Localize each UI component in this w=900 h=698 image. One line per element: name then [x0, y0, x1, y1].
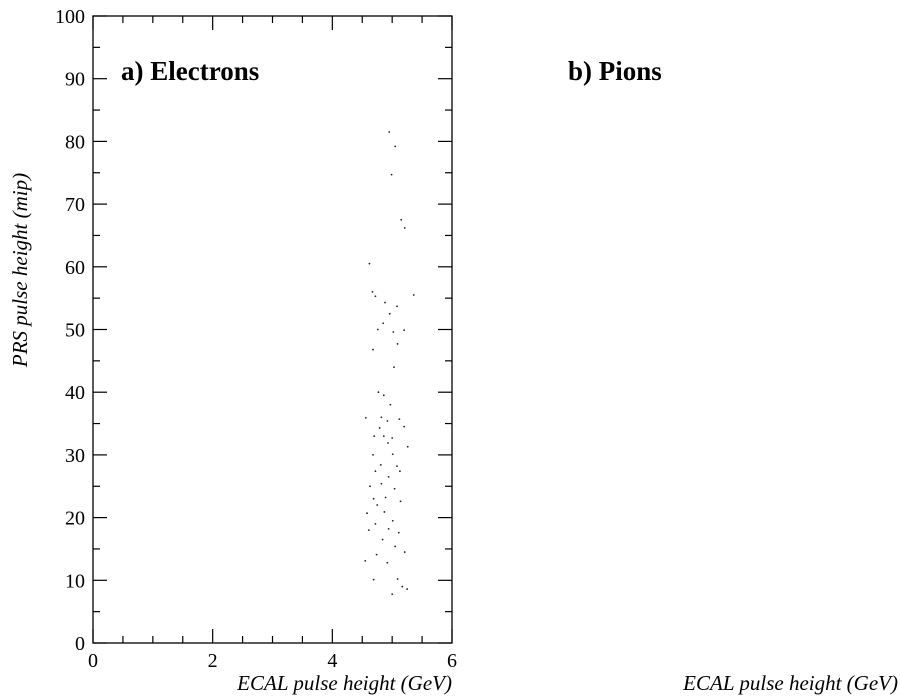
- x-axis-title-pions: ECAL pulse height (GeV): [682, 671, 898, 695]
- scatter-point: [384, 496, 387, 499]
- scatter-point: [364, 417, 367, 419]
- y-tick-label: 30: [65, 445, 85, 467]
- scatter-point: [391, 593, 394, 595]
- scatter-point: [375, 553, 378, 556]
- scatter-point: [382, 394, 385, 397]
- scatter-point: [382, 435, 385, 437]
- scatter-point: [399, 470, 401, 473]
- scatter-point: [412, 294, 415, 296]
- scatter-point: [366, 512, 368, 515]
- scatter-point: [372, 578, 375, 581]
- scatter-point: [367, 529, 370, 532]
- y-tick-label: 50: [65, 320, 85, 342]
- scatter-point: [398, 418, 401, 421]
- scatter-point: [400, 218, 403, 221]
- scatter-point: [372, 348, 374, 351]
- panel-label-pions: b) Pions: [568, 56, 662, 86]
- scatter-point: [381, 538, 384, 541]
- scatter-point: [368, 262, 371, 265]
- scatter-point: [403, 425, 406, 428]
- x-axis-title-electrons: ECAL pulse height (GeV): [236, 671, 452, 695]
- scatter-point: [374, 522, 377, 525]
- scatter-point: [396, 305, 398, 308]
- scatter-point: [403, 551, 406, 553]
- scatter-point: [378, 427, 381, 429]
- scatter-point: [393, 366, 395, 369]
- scatter-point: [384, 301, 386, 304]
- scatter-point: [390, 173, 393, 176]
- scatter-point: [406, 445, 409, 448]
- scatter-point: [386, 420, 389, 422]
- scatter-point: [391, 519, 394, 522]
- x-tick-label: 2: [208, 650, 218, 672]
- scatter-point: [387, 442, 389, 444]
- y-tick-label: 60: [65, 257, 85, 279]
- scatter-point: [396, 578, 399, 580]
- x-tick-label: 6: [447, 650, 457, 672]
- scatter-point: [396, 343, 399, 345]
- scatter-point: [374, 470, 377, 473]
- scatter-point: [403, 227, 406, 229]
- scatter-point: [393, 487, 396, 490]
- plot-frame: [92, 15, 453, 644]
- scatter-point: [382, 322, 385, 325]
- scatter-point: [403, 329, 406, 332]
- scatter-point: [399, 500, 402, 503]
- scatter-point: [387, 475, 390, 478]
- y-tick-label: 0: [75, 633, 85, 655]
- panel-label-electrons: a) Electrons: [121, 56, 259, 86]
- y-tick-label: 20: [65, 508, 85, 530]
- scatter-point: [372, 454, 374, 456]
- scatter-point: [391, 437, 394, 439]
- scatter-point: [376, 504, 379, 506]
- scatter-point: [369, 485, 371, 488]
- scatter-point: [401, 585, 404, 588]
- scatter-point: [383, 511, 386, 513]
- scatter-point: [394, 545, 397, 548]
- axis-ticks: [92, 15, 453, 644]
- scatter-point: [371, 290, 374, 293]
- x-tick-label: 4: [327, 650, 337, 672]
- scatter-point: [391, 453, 394, 456]
- panel-pions: b) Pions ECAL pulse height (GeV): [568, 56, 898, 695]
- x-tick-label: 0: [88, 650, 98, 672]
- y-tick-label: 90: [65, 69, 85, 91]
- scatter-point: [374, 295, 377, 298]
- y-tick-label: 100: [55, 6, 85, 28]
- scatter-points: [364, 131, 415, 595]
- scatter-point: [372, 497, 375, 500]
- scatter-point: [386, 561, 389, 564]
- scatter-point: [380, 416, 383, 419]
- y-axis-title: PRS pulse height (mip): [8, 173, 32, 368]
- scatter-point: [388, 131, 391, 133]
- scatter-point: [406, 588, 409, 590]
- y-tick-label: 40: [65, 382, 85, 404]
- scatter-point: [392, 331, 395, 333]
- scatter-point: [387, 527, 390, 530]
- scatter-point: [397, 531, 400, 534]
- scatter-point: [377, 391, 380, 394]
- scatter-point: [389, 403, 392, 406]
- y-tick-label: 10: [65, 570, 85, 592]
- scatter-point: [364, 559, 367, 562]
- scatter-point: [373, 435, 376, 437]
- scatter-point: [379, 464, 382, 466]
- scatter-point: [396, 465, 398, 468]
- scatter-point: [394, 145, 397, 148]
- scatter-point: [376, 328, 379, 331]
- y-tick-label: 70: [65, 194, 85, 216]
- scatter-point: [388, 312, 391, 315]
- scatter-point: [380, 482, 383, 485]
- y-tick-label: 80: [65, 131, 85, 153]
